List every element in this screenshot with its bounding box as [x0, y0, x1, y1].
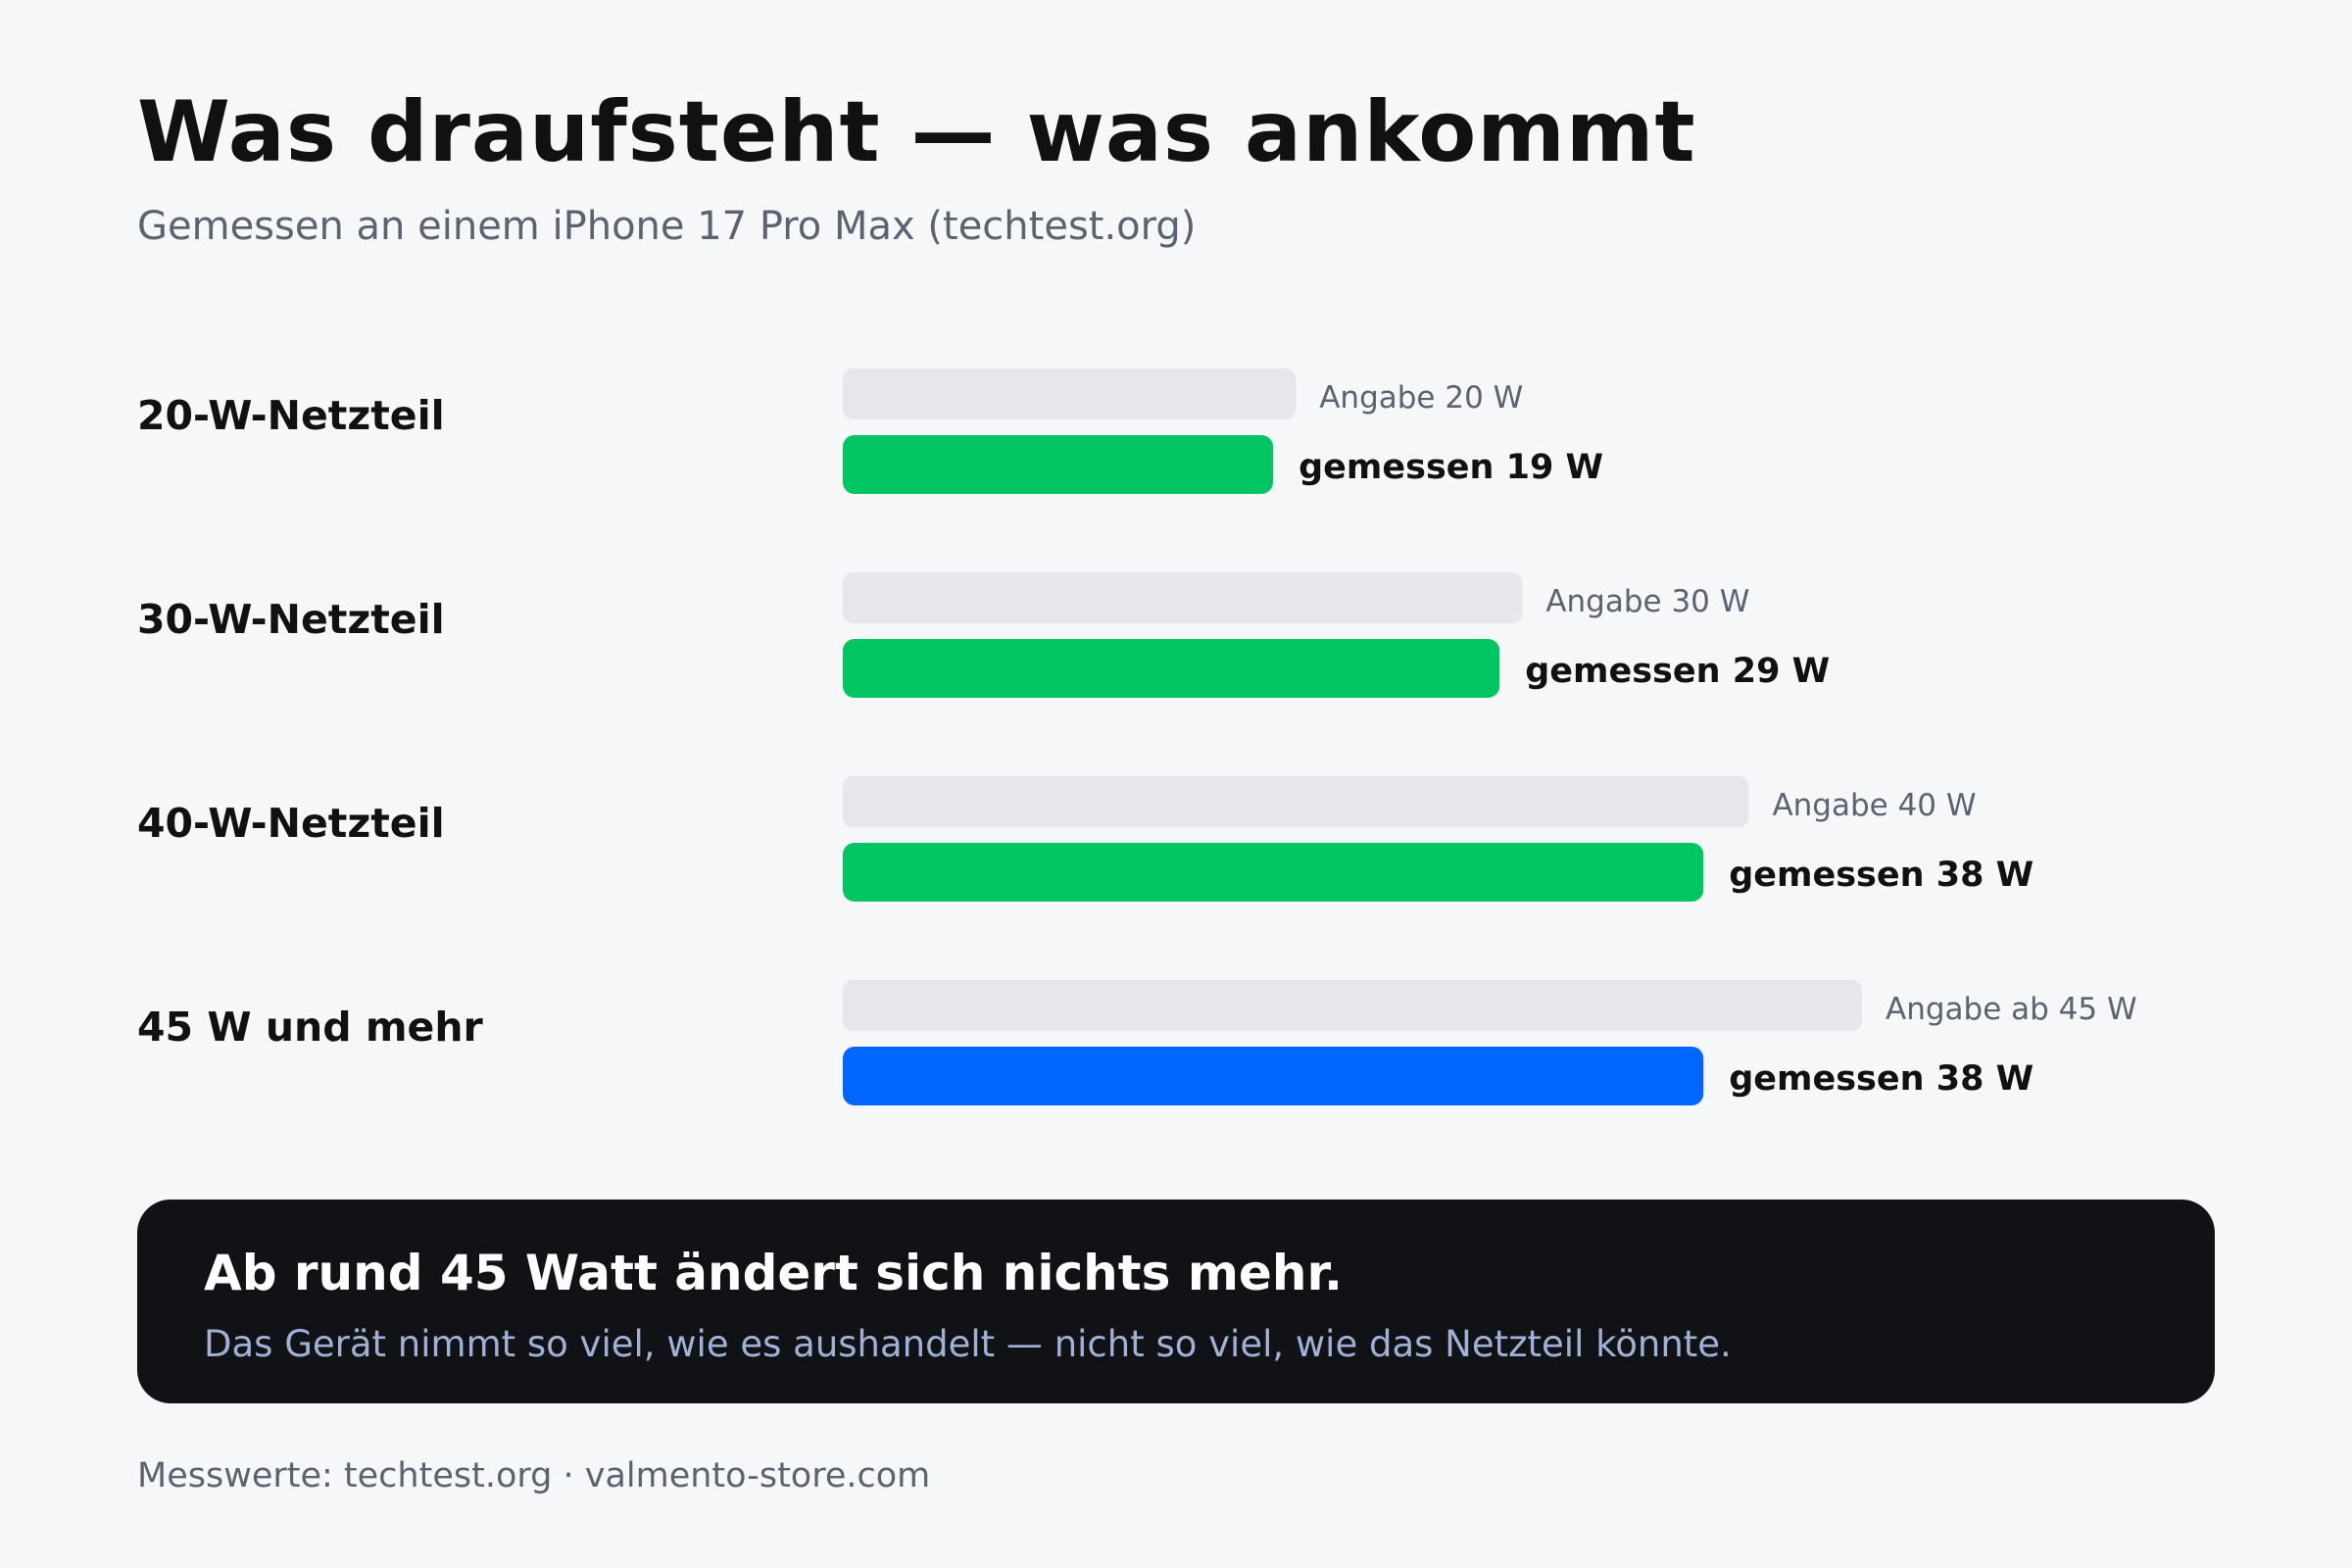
- measured-bar: [843, 639, 1500, 698]
- rated-value-label: Angabe 20 W: [1319, 380, 1523, 416]
- rated-bar: [843, 980, 1862, 1031]
- measured-bar: [843, 435, 1274, 494]
- rated-bar: [843, 368, 1297, 419]
- measured-bar: [843, 1047, 1704, 1105]
- rated-value-label: Angabe 40 W: [1772, 788, 1976, 823]
- measured-value-label: gemessen 19 W: [1298, 448, 1603, 487]
- category-label: 30-W-Netzteil: [137, 596, 445, 643]
- callout-title: Ab rund 45 Watt ändert sich nichts mehr.: [204, 1245, 1343, 1301]
- callout-text: Das Gerät nimmt so viel, wie es aushande…: [204, 1323, 1732, 1365]
- rated-bar: [843, 572, 1523, 623]
- page-subtitle: Gemessen an einem iPhone 17 Pro Max (tec…: [137, 204, 1197, 249]
- measured-value-label: gemessen 29 W: [1525, 652, 1830, 691]
- page-title: Was draufsteht — was ankommt: [137, 83, 1696, 181]
- measured-bar: [843, 843, 1704, 902]
- bar-chart: 20-W-Netzteil Angabe 20 W gemessen 19 W 30-…: [137, 368, 2137, 1105]
- footer-source: Messwerte: techtest.org · valmento-store…: [137, 1456, 931, 1495]
- category-label: 40-W-Netzteil: [137, 800, 445, 847]
- rated-value-label: Angabe 30 W: [1545, 584, 1749, 619]
- category-label: 45 W und mehr: [137, 1004, 484, 1051]
- callout-box: Ab rund 45 Watt ändert sich nichts mehr.…: [137, 1200, 2215, 1403]
- rated-value-label: Angabe ab 45 W: [1886, 992, 2137, 1027]
- category-label: 20-W-Netzteil: [137, 392, 445, 439]
- measured-value-label: gemessen 38 W: [1729, 1059, 2034, 1099]
- rated-bar: [843, 776, 1749, 827]
- measured-value-label: gemessen 38 W: [1729, 856, 2034, 895]
